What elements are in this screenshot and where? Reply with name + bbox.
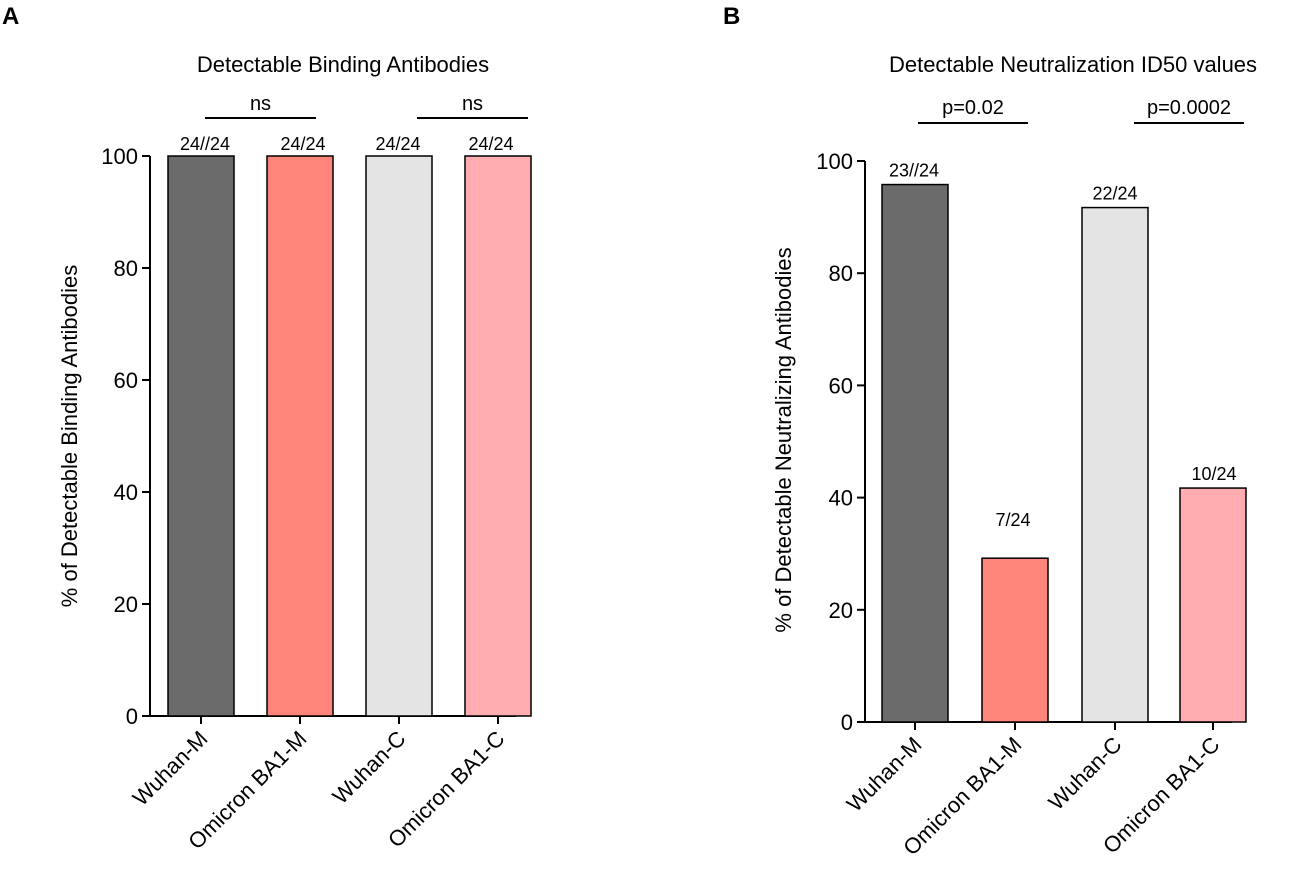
panel-b-bar <box>981 557 1049 723</box>
panel-a-bar <box>464 155 532 717</box>
panel-b-comparison-label: p=0.02 <box>942 97 1004 119</box>
panel-b-data-label: 22/24 <box>1092 184 1137 204</box>
panel-a-bar <box>365 155 433 717</box>
panel-a-title: Detectable Binding Antibodies <box>197 52 489 77</box>
panel-a-category-label: Wuhan-M <box>128 726 213 811</box>
panel-b-y-tick-label: 40 <box>829 486 853 511</box>
panel-b-y-tick-label: 0 <box>841 710 853 735</box>
panel-b-data-label: 7/24 <box>995 510 1030 530</box>
panel-a-comparison-label: ns <box>250 93 271 115</box>
panel-a-data-label: 24/24 <box>375 134 420 154</box>
panel-a-y-tick-label: 100 <box>101 144 138 169</box>
panel-a-y-tick-label: 60 <box>114 368 138 393</box>
panel-b-data-label: 10/24 <box>1191 464 1236 484</box>
panel-a-comparison-label: ns <box>462 93 483 115</box>
panel-b-bar <box>881 183 949 723</box>
panel-a-data-label: 24/24 <box>280 134 325 154</box>
panel-a-bar <box>266 155 334 717</box>
panel-b-category-label: Wuhan-M <box>842 732 927 817</box>
panel-b-y-tick-label: 60 <box>829 373 853 398</box>
panel-b-bar <box>1081 206 1149 723</box>
panel-a-bar <box>167 155 235 717</box>
panel-a-category-label: Wuhan-C <box>327 726 410 809</box>
panel-a-y-tick-label: 40 <box>114 480 138 505</box>
panel-a-y-tick-label: 0 <box>126 704 138 729</box>
panel-b-y-axis-label: % of Detectable Neutralizing Antibodies <box>771 247 796 632</box>
panel-a-y-tick-label: 20 <box>114 592 138 617</box>
panel-b-bar <box>1179 487 1247 723</box>
panel-a-data-label: 24/24 <box>468 134 513 154</box>
panel-a-data-label: 24//24 <box>180 134 230 154</box>
panel-a-y-axis-label: % of Detectable Binding Antibodies <box>57 265 82 607</box>
panel-b-y-tick-label: 80 <box>829 261 853 286</box>
panel-a-y-tick-label: 80 <box>114 256 138 281</box>
panel-b-category-label: Wuhan-C <box>1043 732 1126 815</box>
panel-a-letter: A <box>2 3 19 30</box>
panel-b-data-label: 23//24 <box>889 161 939 181</box>
panel-a: A Detectable Binding Antibodies % of Det… <box>2 3 532 854</box>
panel-b: B Detectable Neutralization ID50 values … <box>723 3 1257 860</box>
panel-b-comparison-label: p=0.0002 <box>1147 97 1231 119</box>
panel-b-letter: B <box>723 3 740 30</box>
panel-b-title: Detectable Neutralization ID50 values <box>889 52 1257 77</box>
panel-b-y-tick-label: 20 <box>829 598 853 623</box>
panel-b-y-tick-label: 100 <box>816 149 853 174</box>
